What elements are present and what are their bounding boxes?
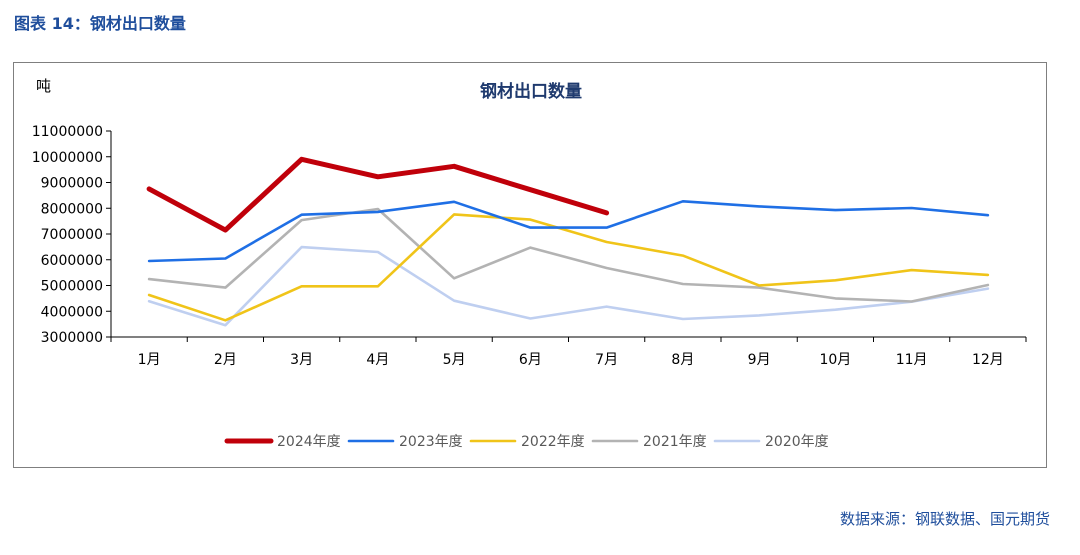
y-tick-label: 11000000 [32, 124, 103, 140]
legend-item[interactable]: 2020年度 [713, 434, 829, 450]
series-line-2023年度 [147, 200, 990, 263]
x-tick-label: 5月 [443, 352, 466, 368]
y-tick-label: 6000000 [41, 253, 103, 269]
x-axis: 1月 2月 3月 4月 5月 6月 7月 8月 9月 10月 11月 12月 [110, 336, 1027, 368]
series-line-2022年度 [147, 213, 990, 322]
x-tick-label: 2月 [214, 352, 237, 368]
y-axis: 11000000 10000000 9000000 8000000 7000000 600… [32, 124, 112, 346]
legend-label: 2020年度 [765, 434, 829, 450]
x-tick-label: 4月 [366, 352, 389, 368]
y-tick-label: 5000000 [41, 279, 103, 295]
legend-label: 2024年度 [277, 434, 341, 450]
x-tick-label: 7月 [595, 352, 618, 368]
series-line-2024年度 [146, 156, 610, 233]
series-line-2021年度 [147, 207, 990, 303]
x-tick-label: 6月 [519, 352, 542, 368]
series-line-2020年度 [147, 245, 990, 327]
legend-label: 2022年度 [521, 434, 585, 450]
series-lines [146, 156, 990, 327]
y-tick-label: 8000000 [41, 201, 103, 217]
y-axis-unit-label: 吨 [36, 77, 51, 95]
legend-item[interactable]: 2021年度 [591, 434, 707, 450]
chart-frame: 钢材出口数量 吨 11000000 10000000 9000000 8000000 7… [13, 62, 1047, 468]
legend-item[interactable]: 2023年度 [347, 434, 463, 450]
source-note: 数据来源：钢联数据、国元期货 [839, 510, 1050, 528]
line-chart: 钢材出口数量 吨 11000000 10000000 9000000 8000000 7… [32, 77, 1027, 450]
x-tick-label: 9月 [748, 352, 771, 368]
legend-label: 2023年度 [399, 434, 463, 450]
legend-label: 2021年度 [643, 434, 707, 450]
legend[interactable]: 2024年度 2023年度 2022年度 2021年度 2020年度 [224, 434, 829, 450]
y-tick-label: 7000000 [41, 227, 103, 243]
x-tick-label: 12月 [972, 352, 1004, 368]
x-tick-label: 1月 [138, 352, 161, 368]
x-tick-label: 10月 [819, 352, 851, 368]
x-tick-label: 11月 [896, 352, 928, 368]
x-tick-label: 3月 [290, 352, 313, 368]
legend-item[interactable]: 2022年度 [469, 434, 585, 450]
x-tick-label: 8月 [671, 352, 694, 368]
y-tick-label: 3000000 [41, 330, 103, 346]
chart-title: 钢材出口数量 [480, 81, 582, 102]
legend-item[interactable]: 2024年度 [224, 434, 341, 450]
y-tick-label: 9000000 [41, 176, 103, 192]
figure-caption: 图表 14：钢材出口数量 [14, 14, 186, 33]
y-tick-label: 4000000 [41, 304, 103, 320]
y-tick-label: 10000000 [32, 150, 103, 166]
